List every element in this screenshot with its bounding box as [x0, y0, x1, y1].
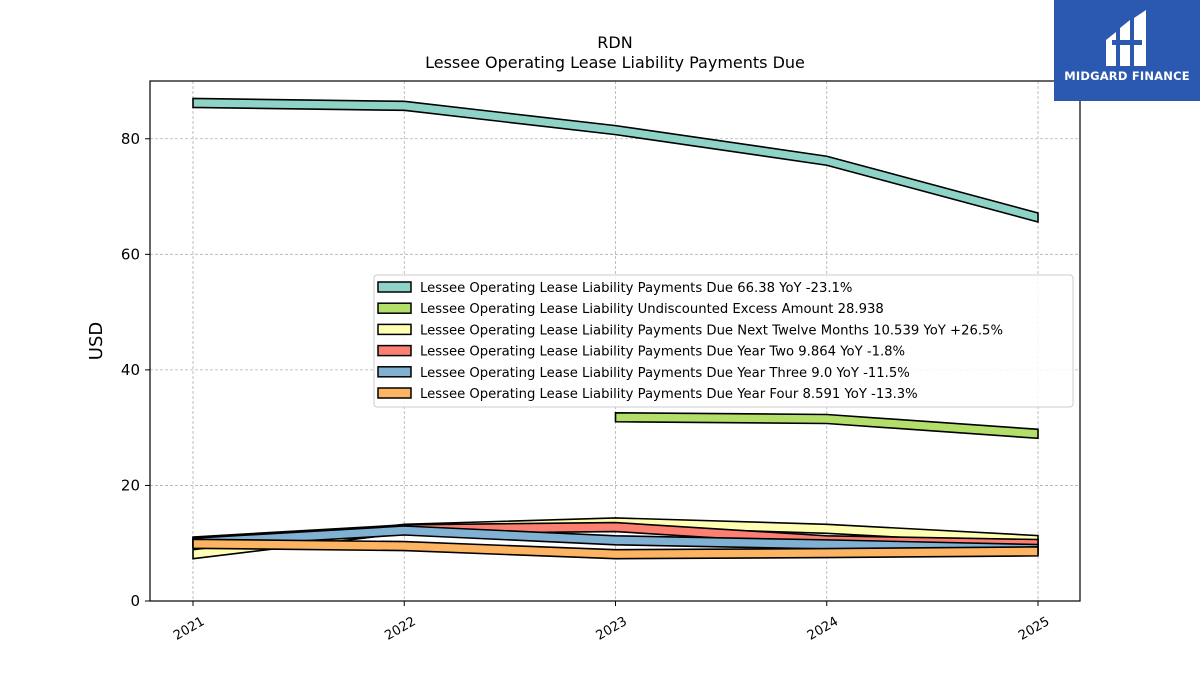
y-tick-label: 20 — [121, 476, 140, 494]
series-line — [192, 97, 1039, 224]
x-tick-label: 2022 — [382, 614, 418, 644]
series-line — [192, 538, 1039, 560]
legend-swatch — [377, 344, 412, 357]
y-tick-label: 0 — [130, 592, 140, 610]
brand-logo: MIDGARD FINANCE — [1054, 0, 1200, 101]
y-axis-label: USD — [86, 322, 107, 360]
midgard-logo-icon — [1106, 10, 1146, 66]
legend-label: Lessee Operating Lease Liability Payment… — [420, 366, 910, 381]
legend-swatch — [377, 302, 412, 314]
legend-swatch — [377, 281, 412, 293]
legend: Lessee Operating Lease Liability Payment… — [373, 274, 1074, 408]
series-line — [614, 411, 1039, 440]
legend-label: Lessee Operating Lease Liability Payment… — [420, 281, 852, 296]
y-tick-label: 60 — [121, 245, 140, 263]
legend-label: Lessee Operating Lease Liability Undisco… — [420, 302, 884, 317]
x-tick-label: 2025 — [1016, 614, 1052, 644]
legend-swatch — [377, 366, 412, 378]
x-tick-label: 2024 — [805, 614, 841, 644]
legend-label: Lessee Operating Lease Liability Payment… — [420, 323, 1003, 338]
legend-box — [373, 274, 1074, 408]
chart-title: RDN — [597, 33, 632, 52]
y-tick-label: 40 — [121, 361, 140, 379]
legend-swatch — [377, 323, 412, 336]
y-tick-label: 80 — [121, 130, 140, 148]
chart-subtitle: Lessee Operating Lease Liability Payment… — [425, 53, 805, 72]
legend-label: Lessee Operating Lease Liability Payment… — [420, 387, 918, 402]
brand-name: MIDGARD FINANCE — [1064, 69, 1190, 83]
legend-label: Lessee Operating Lease Liability Payment… — [420, 345, 905, 360]
series-group — [192, 97, 1039, 560]
x-tick-label: 2023 — [594, 614, 630, 644]
x-tick-label: 2021 — [171, 614, 207, 644]
legend-swatch — [377, 387, 412, 399]
